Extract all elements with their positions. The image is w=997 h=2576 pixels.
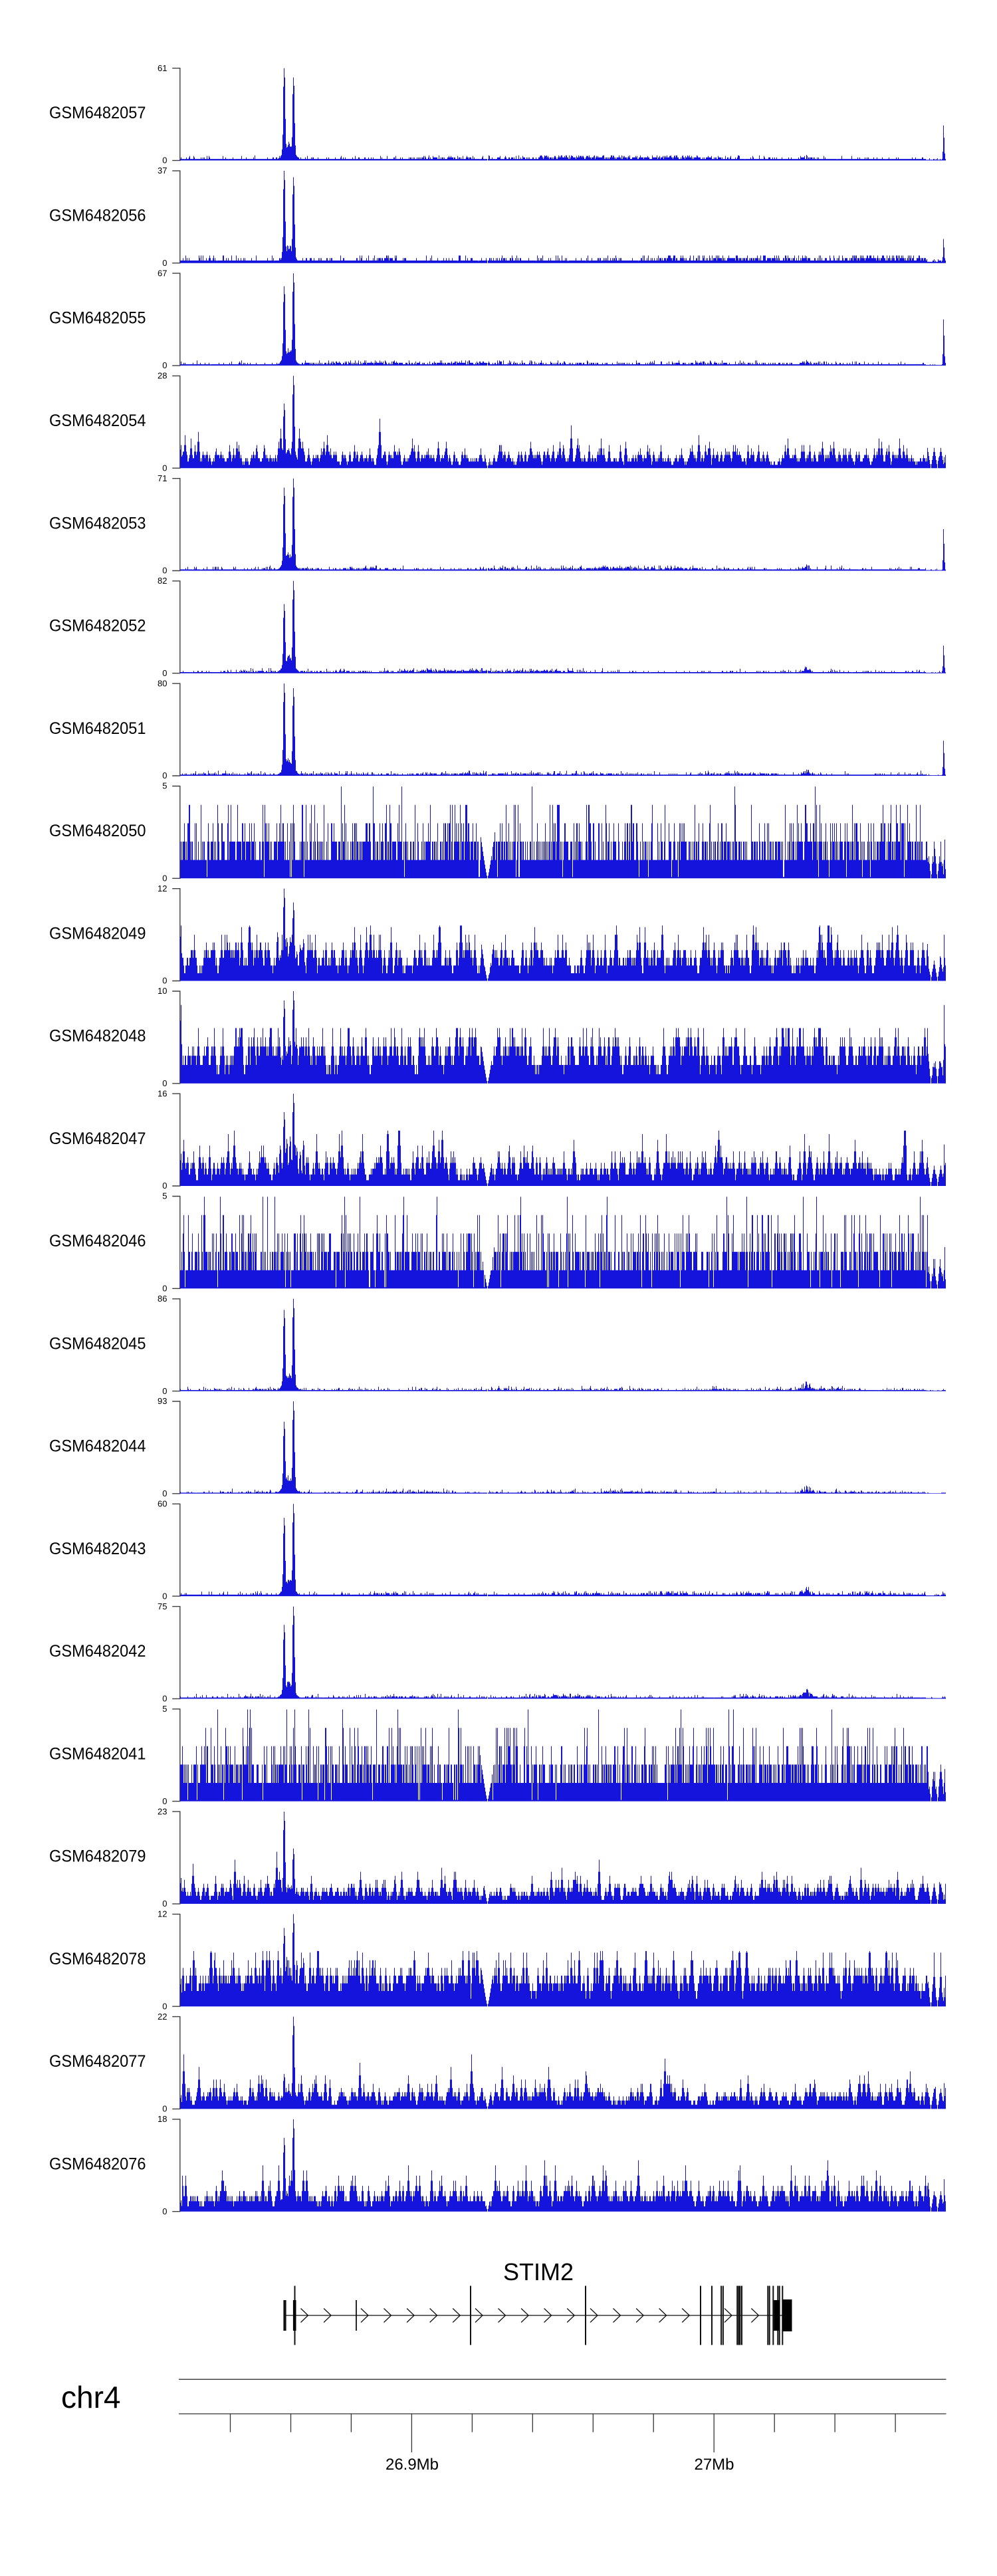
svg-text:0: 0: [162, 1284, 167, 1294]
svg-text:0: 0: [162, 1899, 167, 1909]
svg-text:0: 0: [162, 770, 167, 780]
svg-text:GSM6482045: GSM6482045: [49, 1334, 146, 1353]
svg-text:0: 0: [162, 566, 167, 576]
svg-text:22: 22: [158, 2012, 167, 2022]
svg-text:0: 0: [162, 258, 167, 268]
svg-text:0: 0: [162, 1796, 167, 1806]
svg-text:GSM6482041: GSM6482041: [49, 1744, 146, 1763]
svg-text:23: 23: [158, 1806, 167, 1816]
svg-text:0: 0: [162, 976, 167, 986]
svg-text:GSM6482042: GSM6482042: [49, 1642, 146, 1661]
svg-text:GSM6482050: GSM6482050: [49, 822, 146, 840]
svg-text:GSM6482079: GSM6482079: [49, 1847, 146, 1866]
svg-text:GSM6482048: GSM6482048: [49, 1027, 146, 1046]
svg-text:GSM6482054: GSM6482054: [49, 411, 146, 430]
svg-text:0: 0: [162, 1694, 167, 1704]
svg-text:0: 0: [162, 1591, 167, 1601]
svg-text:61: 61: [158, 63, 167, 73]
svg-text:GSM6482078: GSM6482078: [49, 1950, 146, 1968]
svg-text:0: 0: [162, 668, 167, 678]
svg-text:5: 5: [162, 781, 167, 791]
svg-text:0: 0: [162, 360, 167, 370]
svg-text:16: 16: [158, 1088, 167, 1098]
svg-text:GSM6482052: GSM6482052: [49, 617, 146, 636]
svg-text:0: 0: [162, 2001, 167, 2011]
svg-text:80: 80: [158, 678, 167, 688]
svg-text:67: 67: [158, 268, 167, 278]
svg-text:GSM6482053: GSM6482053: [49, 514, 146, 532]
svg-text:GSM6482046: GSM6482046: [49, 1232, 146, 1250]
svg-text:GSM6482077: GSM6482077: [49, 2052, 146, 2071]
svg-text:GSM6482051: GSM6482051: [49, 719, 146, 738]
svg-text:0: 0: [162, 1181, 167, 1191]
svg-text:GSM6482057: GSM6482057: [49, 104, 146, 122]
svg-text:GSM6482047: GSM6482047: [49, 1129, 146, 1148]
svg-text:28: 28: [158, 371, 167, 381]
svg-text:GSM6482056: GSM6482056: [49, 207, 146, 225]
svg-text:93: 93: [158, 1396, 167, 1406]
svg-text:0: 0: [162, 1488, 167, 1498]
svg-text:GSM6482043: GSM6482043: [49, 1540, 146, 1558]
svg-text:0: 0: [162, 463, 167, 473]
svg-text:0: 0: [162, 1386, 167, 1396]
svg-text:0: 0: [162, 2206, 167, 2216]
svg-text:GSM6482055: GSM6482055: [49, 309, 146, 328]
svg-text:GSM6482076: GSM6482076: [49, 2155, 146, 2174]
svg-text:5: 5: [162, 1191, 167, 1201]
svg-text:12: 12: [158, 1909, 167, 1919]
svg-text:0: 0: [162, 874, 167, 883]
svg-text:10: 10: [158, 986, 167, 996]
svg-text:5: 5: [162, 1704, 167, 1714]
svg-text:75: 75: [158, 1601, 167, 1611]
svg-text:18: 18: [158, 2114, 167, 2124]
svg-text:0: 0: [162, 156, 167, 166]
svg-text:chr4: chr4: [61, 2380, 120, 2414]
svg-text:71: 71: [158, 473, 167, 483]
svg-text:GSM6482049: GSM6482049: [49, 924, 146, 943]
svg-text:26.9Mb: 26.9Mb: [386, 2456, 439, 2474]
svg-text:86: 86: [158, 1294, 167, 1304]
svg-text:GSM6482044: GSM6482044: [49, 1437, 146, 1456]
svg-text:0: 0: [162, 1078, 167, 1088]
svg-text:0: 0: [162, 2104, 167, 2114]
svg-text:82: 82: [158, 576, 167, 586]
svg-text:60: 60: [158, 1499, 167, 1509]
svg-text:STIM2: STIM2: [503, 2258, 574, 2285]
svg-text:12: 12: [158, 883, 167, 893]
svg-text:37: 37: [158, 166, 167, 176]
svg-text:27Mb: 27Mb: [694, 2456, 734, 2474]
